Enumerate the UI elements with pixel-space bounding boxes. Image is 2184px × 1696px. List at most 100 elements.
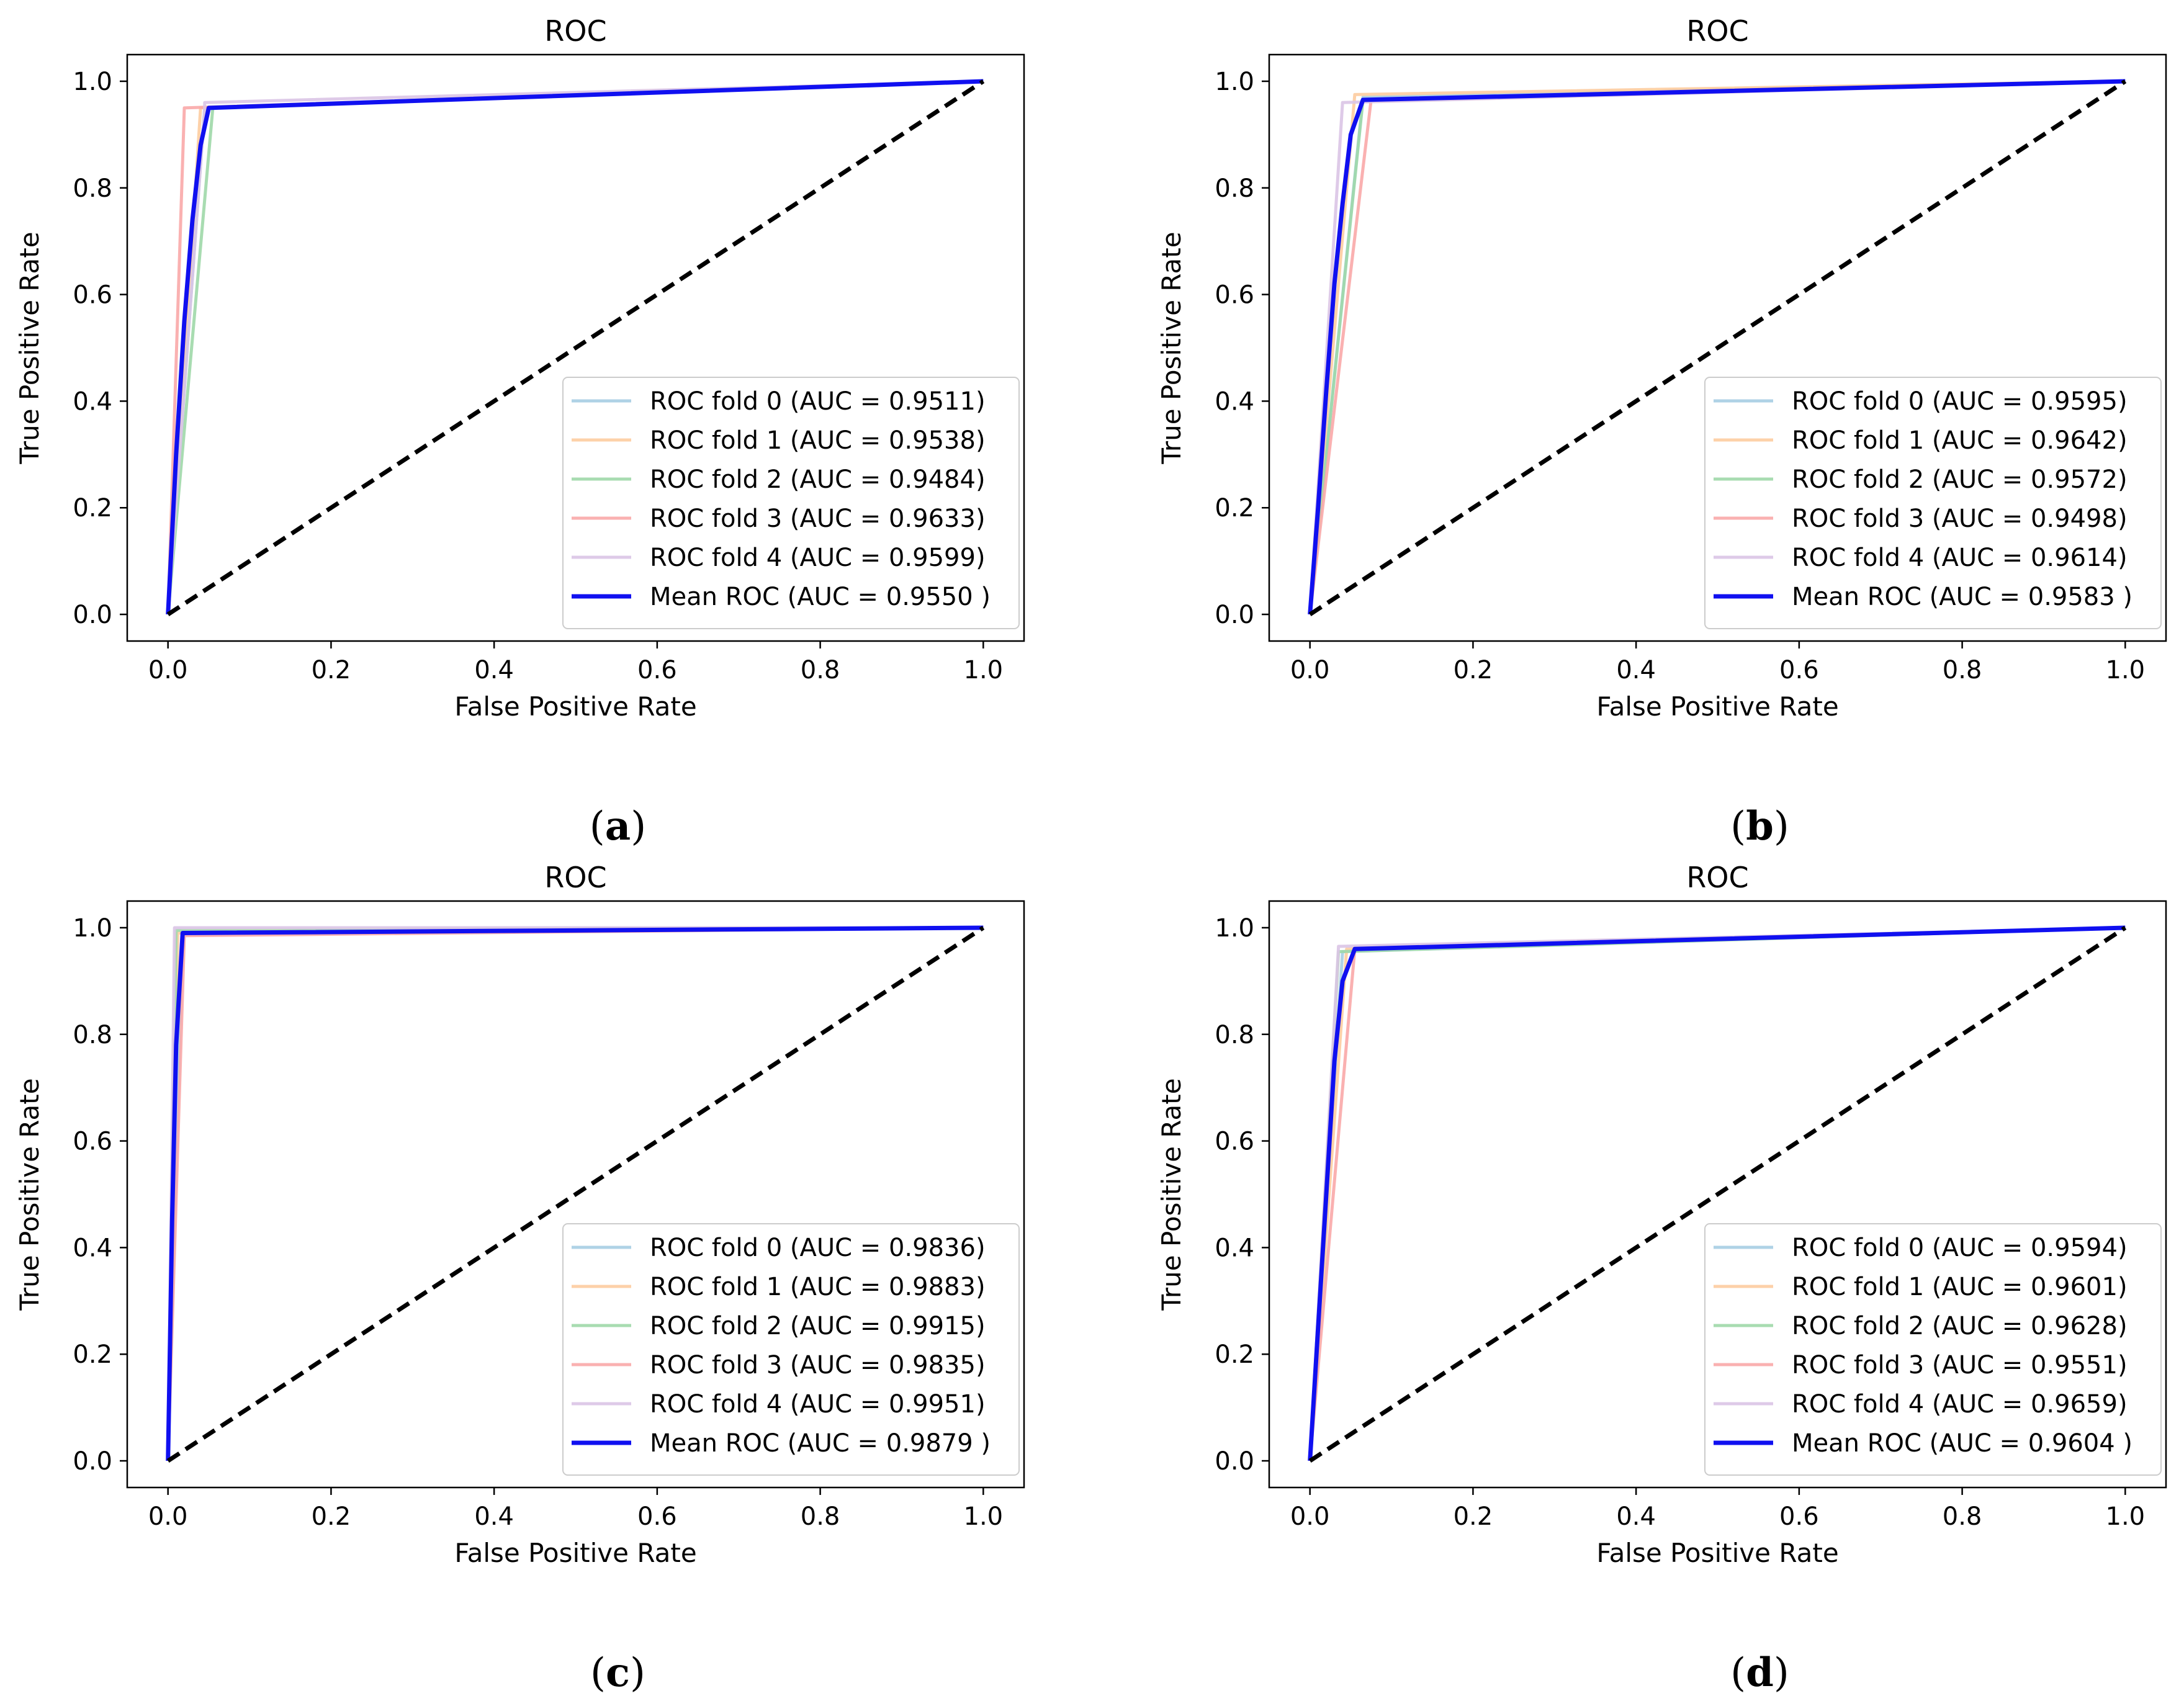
axes-frame bbox=[126, 53, 1025, 642]
legend-label: ROC fold 4 (AUC = 0.9951) bbox=[650, 1390, 986, 1419]
x-tick-label: 0.8 bbox=[1943, 656, 1982, 684]
chart-title: ROC bbox=[544, 861, 606, 894]
x-tick-label: 0.0 bbox=[1290, 656, 1330, 684]
legend-label: ROC fold 2 (AUC = 0.9572) bbox=[1792, 465, 2128, 494]
legend: ROC fold 0 (AUC = 0.9511) ROC fold 1 (AUC… bbox=[562, 377, 1020, 629]
y-axis-label: True Positive Rate bbox=[1156, 1078, 1187, 1311]
caption-close-paren: ) bbox=[630, 1650, 645, 1696]
legend-box bbox=[1704, 1223, 2162, 1476]
legend: ROC fold 0 (AUC = 0.9595) ROC fold 1 (AUC… bbox=[1704, 377, 2162, 629]
x-tick-label: 0.4 bbox=[1616, 1502, 1656, 1531]
x-axis-label: False Positive Rate bbox=[1596, 1538, 1838, 1568]
legend-label: Mean ROC (AUC = 0.9879 ) bbox=[650, 1429, 991, 1458]
x-tick-label: 0.8 bbox=[801, 1502, 840, 1531]
x-tick-label: 0.0 bbox=[1290, 1502, 1330, 1531]
legend-label: ROC fold 1 (AUC = 0.9642) bbox=[1792, 426, 2128, 455]
x-tick-label: 1.0 bbox=[2106, 656, 2146, 684]
y-axis-label: True Positive Rate bbox=[14, 1078, 45, 1311]
caption-close-paren: ) bbox=[631, 804, 646, 850]
x-tick-label: 0.2 bbox=[1454, 656, 1493, 684]
panel-d: ROC 0.0 0.2 0.4 0.6 0.8 1.0 0.0 0.2 0.4 0.6 0.8 1.0 F… bbox=[1156, 861, 2167, 1696]
x-tick-label: 0.6 bbox=[637, 656, 677, 684]
legend-label: ROC fold 2 (AUC = 0.9628) bbox=[1792, 1312, 2128, 1340]
mean-roc-line bbox=[166, 79, 984, 615]
y-tick-label: 0.0 bbox=[1215, 1447, 1254, 1476]
legend-label: ROC fold 1 (AUC = 0.9538) bbox=[650, 426, 986, 455]
panel-caption: (c) bbox=[590, 1649, 645, 1696]
x-tick-label: 0.0 bbox=[148, 1502, 188, 1531]
caption-letter: d bbox=[1746, 1649, 1774, 1696]
legend-label: ROC fold 3 (AUC = 0.9633) bbox=[650, 505, 986, 533]
x-tick-label: 0.6 bbox=[1779, 1502, 1819, 1531]
y-tick-label: 1.0 bbox=[73, 68, 112, 96]
x-tick-label: 1.0 bbox=[2106, 1502, 2146, 1531]
y-tick-label: 0.6 bbox=[73, 1128, 112, 1156]
caption-letter: b bbox=[1746, 803, 1774, 850]
chance-diagonal-line bbox=[166, 79, 985, 616]
axes-frame bbox=[1268, 900, 2167, 1489]
legend-label: Mean ROC (AUC = 0.9583 ) bbox=[1792, 583, 2132, 611]
x-tick-label: 0.6 bbox=[1779, 656, 1819, 684]
x-axis-label: False Positive Rate bbox=[1596, 691, 1838, 722]
legend-label: ROC fold 0 (AUC = 0.9836) bbox=[650, 1234, 986, 1262]
legend-label: ROC fold 2 (AUC = 0.9915) bbox=[650, 1312, 986, 1340]
x-tick-label: 0.8 bbox=[1943, 1502, 1982, 1531]
legend: ROC fold 0 (AUC = 0.9836) ROC fold 1 (AUC… bbox=[562, 1223, 1020, 1476]
legend-label: Mean ROC (AUC = 0.9604 ) bbox=[1792, 1429, 2132, 1458]
caption-open-paren: ( bbox=[590, 804, 605, 850]
axes-frame bbox=[126, 900, 1025, 1489]
legend-label: Mean ROC (AUC = 0.9550 ) bbox=[650, 583, 991, 611]
panel-caption: (a) bbox=[590, 803, 646, 850]
legend: ROC fold 0 (AUC = 0.9594) ROC fold 1 (AUC… bbox=[1704, 1223, 2162, 1476]
y-tick-label: 0.8 bbox=[73, 174, 112, 203]
caption-close-paren: ) bbox=[1774, 804, 1789, 850]
chance-diagonal-line bbox=[1308, 79, 2127, 616]
caption-open-paren: ( bbox=[1730, 804, 1746, 850]
legend-box bbox=[562, 377, 1020, 629]
legend-label: ROC fold 4 (AUC = 0.9659) bbox=[1792, 1390, 2128, 1419]
chance-diagonal-line bbox=[166, 926, 985, 1463]
y-tick-label: 0.0 bbox=[73, 1447, 112, 1476]
y-tick-label: 0.0 bbox=[1215, 601, 1254, 629]
caption-open-paren: ( bbox=[590, 1650, 606, 1696]
axes-frame bbox=[1268, 53, 2167, 642]
legend-label: ROC fold 4 (AUC = 0.9614) bbox=[1792, 544, 2128, 572]
panel-b: ROC 0.0 0.2 0.4 0.6 0.8 1.0 0.0 0.2 0.4 0.6 0.8 1.0 F… bbox=[1156, 14, 2167, 850]
legend-label: ROC fold 3 (AUC = 0.9498) bbox=[1792, 505, 2128, 533]
y-tick-label: 0.8 bbox=[1215, 174, 1254, 203]
x-tick-label: 0.4 bbox=[474, 656, 514, 684]
panel-caption: (b) bbox=[1730, 803, 1789, 850]
y-tick-label: 1.0 bbox=[1215, 914, 1254, 943]
y-tick-label: 0.4 bbox=[1215, 1234, 1254, 1262]
x-tick-label: 0.0 bbox=[148, 656, 188, 684]
panel-c: ROC 0.0 0.2 0.4 0.6 0.8 1.0 0.0 0.2 0.4 0.6 0.8 1.0 F… bbox=[14, 861, 1025, 1696]
legend-label: ROC fold 0 (AUC = 0.9595) bbox=[1792, 387, 2128, 416]
y-tick-label: 0.8 bbox=[73, 1021, 112, 1049]
plot-lines bbox=[1308, 925, 2127, 1463]
y-tick-label: 0.0 bbox=[73, 601, 112, 629]
chart-title: ROC bbox=[1686, 861, 1748, 894]
y-tick-label: 0.6 bbox=[1215, 281, 1254, 310]
legend-label: ROC fold 0 (AUC = 0.9511) bbox=[650, 387, 986, 416]
roc-fold-line bbox=[166, 79, 984, 615]
legend-label: ROC fold 3 (AUC = 0.9551) bbox=[1792, 1351, 2128, 1380]
mean-roc-line bbox=[1308, 79, 2126, 615]
panel-caption: (d) bbox=[1730, 1649, 1789, 1696]
y-tick-label: 0.2 bbox=[1215, 1340, 1254, 1369]
y-tick-label: 0.4 bbox=[1215, 387, 1254, 416]
legend-box bbox=[1704, 377, 2162, 629]
y-tick-label: 0.2 bbox=[73, 1340, 112, 1369]
plot-lines bbox=[166, 79, 985, 616]
x-tick-label: 0.2 bbox=[1454, 1502, 1493, 1531]
caption-close-paren: ) bbox=[1774, 1650, 1789, 1696]
y-tick-label: 0.4 bbox=[73, 387, 112, 416]
y-tick-label: 0.2 bbox=[73, 494, 112, 523]
x-tick-label: 1.0 bbox=[964, 1502, 1004, 1531]
legend-label: ROC fold 1 (AUC = 0.9601) bbox=[1792, 1273, 2128, 1301]
plot-lines bbox=[1308, 79, 2127, 616]
y-tick-label: 0.6 bbox=[1215, 1128, 1254, 1156]
legend-label: ROC fold 3 (AUC = 0.9835) bbox=[650, 1351, 986, 1380]
y-tick-label: 1.0 bbox=[73, 914, 112, 943]
x-axis-label: False Positive Rate bbox=[454, 691, 696, 722]
